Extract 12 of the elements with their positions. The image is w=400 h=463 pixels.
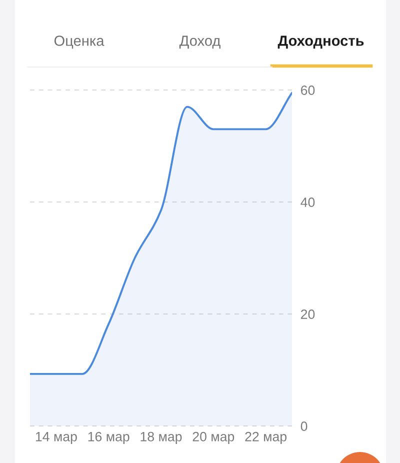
x-tick-label: 20 мар — [192, 432, 234, 444]
x-tick-label: 14 мар — [36, 432, 77, 444]
y-tick-label: 0 — [300, 422, 308, 431]
text: Оценка — [54, 36, 104, 49]
y-tick-label: 20 — [301, 310, 315, 319]
y-tick-label: 60 — [301, 86, 315, 95]
y-tick-label: 40 — [300, 198, 315, 207]
chart-title: Доходность — [278, 36, 364, 49]
text: Доход — [179, 36, 220, 49]
x-tick-label: 22 мар — [245, 432, 287, 444]
x-tick-label: 16 мар — [88, 432, 130, 444]
x-tick-label: 18 мар — [140, 432, 182, 444]
